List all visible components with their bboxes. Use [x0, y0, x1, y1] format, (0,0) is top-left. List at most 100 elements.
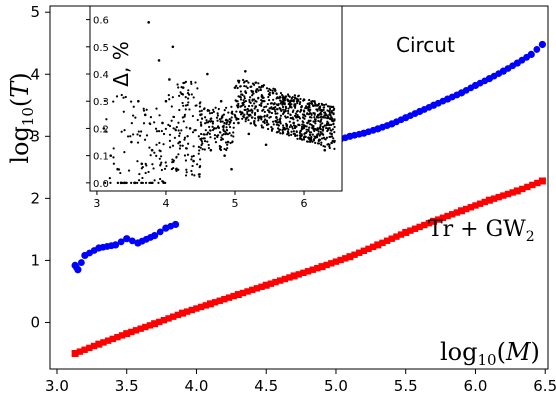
inset-point	[164, 161, 167, 164]
inset-point	[283, 110, 286, 113]
inset-point	[143, 113, 147, 117]
inset-y-axis-label: Δ, %	[109, 41, 133, 86]
inset-point	[302, 138, 306, 141]
inset-point	[150, 148, 154, 152]
inset-point	[221, 138, 224, 141]
inset-point	[327, 122, 330, 125]
blue-circle-point	[156, 228, 164, 236]
red-square-point	[430, 217, 438, 225]
inset-point	[257, 89, 260, 92]
inset-point	[316, 133, 319, 136]
inset-x-tick-label: 4	[162, 197, 169, 210]
red-square-point	[225, 294, 233, 301]
red-square-point	[272, 278, 279, 286]
inset-point	[208, 109, 211, 112]
inset-point	[294, 103, 297, 106]
inset-point	[281, 101, 284, 104]
inset-point	[202, 133, 205, 136]
inset-point	[296, 101, 299, 105]
red-square-point	[234, 291, 242, 299]
inset-point	[263, 121, 266, 125]
inset-point	[243, 84, 246, 88]
red-square-point	[146, 322, 154, 329]
inset-point	[126, 135, 130, 138]
inset-x-tick-label: 3	[93, 197, 100, 210]
inset-point	[237, 117, 240, 121]
red-square-point	[309, 266, 316, 273]
inset-point	[136, 181, 139, 184]
inset-point	[333, 139, 336, 143]
inset-point	[317, 119, 320, 123]
inset-point	[263, 114, 266, 117]
inset-point	[260, 104, 263, 108]
inset-point	[143, 138, 147, 141]
inset-point	[103, 99, 106, 102]
inset-point	[151, 163, 154, 166]
inset-point	[120, 130, 123, 133]
inset-point	[260, 94, 263, 97]
inset-point	[233, 86, 237, 89]
inset-point	[187, 101, 190, 104]
inset-point	[244, 90, 247, 93]
inset-point	[194, 129, 197, 132]
inset-point	[218, 118, 221, 121]
inset-point	[299, 108, 303, 111]
inset-point	[185, 168, 188, 171]
inset-point	[331, 105, 334, 109]
inset-point	[228, 120, 231, 123]
inset-point	[157, 181, 160, 184]
inset-point	[225, 129, 228, 132]
red-square-point	[439, 214, 447, 222]
inset-point	[171, 144, 175, 147]
inset-point	[329, 114, 332, 117]
red-square-point	[109, 335, 116, 343]
inset-point	[185, 171, 188, 174]
inset-point	[228, 132, 231, 135]
inset-point	[270, 106, 273, 109]
inset-point	[319, 128, 323, 131]
inset-point	[257, 82, 260, 85]
inset-point	[247, 118, 250, 122]
inset-point	[326, 116, 329, 119]
inset-point	[159, 177, 162, 181]
inset-point	[320, 141, 323, 144]
red-square-point	[258, 283, 265, 290]
red-square-point	[295, 271, 302, 278]
red-square-point	[435, 216, 442, 223]
inset-point	[312, 120, 315, 123]
inset-point	[216, 119, 219, 122]
inset-point	[272, 123, 275, 126]
blue-circle-point	[107, 242, 115, 250]
inset-point	[191, 164, 194, 168]
inset-point	[299, 101, 302, 104]
inset-point	[112, 156, 115, 159]
inset-point	[239, 105, 242, 108]
inset-x-tick-label: 6	[301, 197, 308, 210]
inset-point	[149, 116, 153, 119]
inset-point	[310, 116, 313, 119]
red-square-point	[416, 223, 423, 231]
inset-point	[123, 151, 126, 154]
inset-point	[317, 102, 321, 105]
inset-point	[136, 133, 139, 136]
inset-point	[313, 116, 316, 119]
inset-point	[172, 115, 175, 118]
inset-point	[216, 114, 220, 117]
inset-point	[292, 109, 295, 112]
inset-point	[266, 102, 269, 106]
inset-point	[322, 133, 325, 136]
red-square-point	[379, 239, 386, 247]
inset-point	[289, 124, 292, 127]
red-square-point	[425, 219, 433, 227]
inset-point	[250, 116, 254, 119]
inset-point	[287, 112, 290, 115]
inset-point	[279, 117, 282, 120]
inset-point	[175, 156, 178, 159]
red-square-point	[467, 204, 475, 211]
inset-point	[284, 105, 287, 108]
inset-point	[177, 142, 180, 145]
inset-point	[246, 86, 249, 90]
inset-point	[198, 110, 201, 113]
inset-point	[231, 112, 234, 115]
inset-point	[230, 116, 233, 119]
